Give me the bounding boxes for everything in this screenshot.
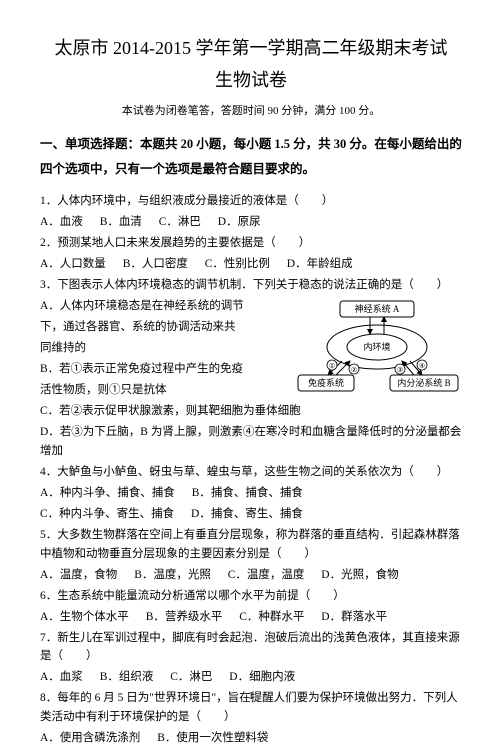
q2-text: 2．预测某地人口未来发展趋势的主要依据是（ ） bbox=[40, 234, 462, 253]
q7-options: A．血浆 B．组织液 C．淋巴 D．细胞内液 bbox=[40, 668, 462, 687]
q8-opt-a: A．使用含磷洗涤剂 bbox=[40, 729, 140, 748]
q3-opt-d: D．若③为下丘脑，B 为肾上腺，则激素④在寒冷时和血糖含量降低时的分泌量都会增加 bbox=[40, 423, 462, 461]
q6-opt-d: D．群落水平 bbox=[321, 608, 387, 627]
diagram-arrow-label-2: ② bbox=[351, 366, 357, 374]
q1-text: 1．人体内环境中，与组织液成分最接近的液体是（ ） bbox=[40, 192, 462, 211]
q4-options-row1: A．种内斗争、捕食、捕食 B．捕食、捕食、捕食 bbox=[40, 484, 462, 503]
q1-options: A．血液 B．血清 C．淋巴 D．原尿 bbox=[40, 213, 462, 232]
q2-opt-c: C．性别比例 bbox=[205, 255, 270, 274]
q1-opt-a: A．血液 bbox=[40, 213, 83, 232]
section1-heading: 一、单项选择题：本题共 20 小题，每小题 1.5 分，共 30 分。在每小题给… bbox=[40, 132, 462, 182]
q1-opt-b: B．血清 bbox=[100, 213, 142, 232]
diagram-label-left: 免疫系统 bbox=[308, 377, 344, 388]
q7-opt-a: A．血浆 bbox=[40, 668, 83, 687]
q4-options-row2: C．种内斗争、寄生、捕食 D．捕食、寄生、捕食 bbox=[40, 505, 462, 524]
exam-title-line2: 生物试卷 bbox=[40, 66, 462, 92]
q7-opt-c: C．淋巴 bbox=[170, 668, 212, 687]
q3-stem: 3．下图表示人体内环境稳态的调节机制．下列关于稳态的说法正确的是（ ） bbox=[40, 276, 462, 295]
q5-opt-a: A．温度，食物 bbox=[40, 566, 117, 585]
q1-opt-c: C．淋巴 bbox=[159, 213, 201, 232]
q5-opt-b: B．温度，光照 bbox=[134, 566, 211, 585]
diagram-arrow-label-4: ④ bbox=[419, 362, 425, 370]
q4-opt-d: D．捕食、寄生、捕食 bbox=[191, 505, 303, 524]
q3-diagram: 神经系统 A 内环境 免疫系统 内分泌系统 B bbox=[292, 299, 462, 400]
q7-opt-b: B．组织液 bbox=[100, 668, 154, 687]
q5-opt-c: C．温度，温度 bbox=[228, 566, 305, 585]
q2-options: A．人口数量 B．人口密度 C．性别比例 D．年龄组成 bbox=[40, 255, 462, 274]
q8-opt-b: B．使用一次性塑料袋 bbox=[157, 729, 268, 748]
q2-opt-a: A．人口数量 bbox=[40, 255, 106, 274]
q6-opt-a: A．生物个体水平 bbox=[40, 608, 129, 627]
q2-opt-b: B．人口密度 bbox=[123, 255, 188, 274]
q1-opt-d: D．原尿 bbox=[218, 213, 261, 232]
diagram-arrow-label-3: ③ bbox=[397, 366, 403, 374]
q4-opt-a: A．种内斗争、捕食、捕食 bbox=[40, 484, 175, 503]
diagram-label-center: 内环境 bbox=[363, 341, 390, 352]
q4-opt-b: B．捕食、捕食、捕食 bbox=[192, 484, 303, 503]
q6-text: 6．生态系统中能量流动分析通常以哪个水平为前提（ ） bbox=[40, 587, 462, 606]
diagram-label-top: 神经系统 A bbox=[355, 303, 400, 314]
q7-text: 7．新生儿在军训过程中，脚底有时会起泡．泡破后流出的浅黄色液体，其直接来源是（ … bbox=[40, 629, 462, 667]
q3-opt-c: C．若②表示促甲状腺激素，则其靶细胞为垂体细胞 bbox=[40, 402, 462, 421]
q5-options: A．温度，食物 B．温度，光照 C．温度，温度 D．光照，食物 bbox=[40, 566, 462, 585]
exam-note: 本试卷为闭卷笔答，答题时间 90 分钟，满分 100 分。 bbox=[40, 102, 462, 118]
q8-options: A．使用含磷洗涤剂 B．使用一次性塑料袋 bbox=[40, 729, 462, 748]
q6-opt-c: C．种群水平 bbox=[239, 608, 304, 627]
q5-text: 5．大多数生物群落在空间上有垂直分层现象，称为群落的垂直结构．引起森林群落中植物… bbox=[40, 526, 462, 564]
q6-opt-b: B．营养级水平 bbox=[146, 608, 223, 627]
diagram-label-right: 内分泌系统 B bbox=[397, 377, 450, 388]
page-number: 1 bbox=[0, 690, 502, 702]
diagram-arrow-label-1: ① bbox=[329, 362, 335, 370]
q7-opt-d: D．细胞内液 bbox=[229, 668, 295, 687]
q4-text: 4．大鲈鱼与小鲈鱼、蚜虫与草、蝗虫与草，这些生物之间的关系依次为（ ） bbox=[40, 463, 462, 482]
q2-opt-d: D．年龄组成 bbox=[287, 255, 353, 274]
exam-title-line1: 太原市 2014-2015 学年第一学期高二年级期末考试 bbox=[40, 34, 462, 60]
q4-opt-c: C．种内斗争、寄生、捕食 bbox=[40, 505, 174, 524]
q6-options: A．生物个体水平 B．营养级水平 C．种群水平 D．群落水平 bbox=[40, 608, 462, 627]
q5-opt-d: D．光照，食物 bbox=[321, 566, 398, 585]
